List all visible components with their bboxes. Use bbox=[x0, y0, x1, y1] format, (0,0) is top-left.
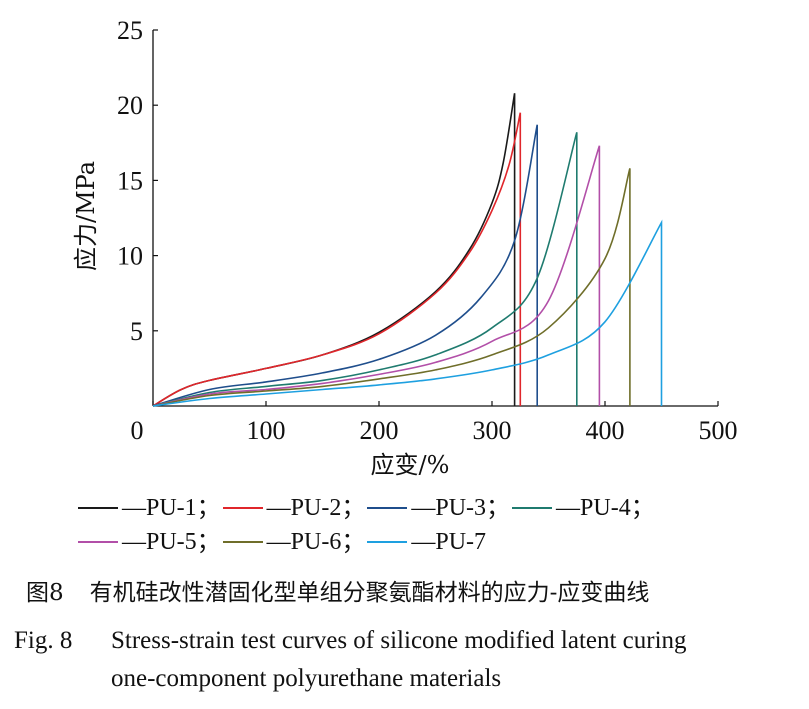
chart-series bbox=[152, 93, 663, 407]
chart-axes bbox=[152, 29, 719, 407]
legend-item-pu-3: —PU-3； bbox=[367, 491, 510, 525]
caption-en-figure-number: Fig. 8 bbox=[14, 627, 73, 654]
y-tick-label: 10 bbox=[117, 242, 143, 271]
chart-legend: —PU-1； —PU-2； —PU-3； —PU-4； —PU-5； —PU-6； —PU… bbox=[78, 491, 778, 559]
x-tick-label: 400 bbox=[586, 416, 625, 445]
legend-row-2: —PU-5； —PU-6； —PU-7 bbox=[78, 525, 778, 559]
caption-en-line2: one-component polyurethane materials bbox=[111, 665, 502, 692]
series-line-pu-1 bbox=[152, 93, 516, 407]
legend-label: —PU-7 bbox=[411, 529, 487, 555]
tick-labels: 0 100 200 300 400 500 5 10 15 20 25 bbox=[117, 16, 738, 445]
legend-label: —PU-2； bbox=[266, 495, 366, 521]
caption-cn-figure-number: 图8 bbox=[26, 580, 64, 606]
caption-english: Fig. 8 Stress-strain test curves of silic… bbox=[14, 622, 804, 698]
caption-chinese: 图8 有机硅改性潜固化型单组分聚氨酯材料的应力-应变曲线 bbox=[26, 573, 806, 607]
series-line-pu-4 bbox=[152, 132, 578, 407]
legend-swatch bbox=[78, 541, 118, 544]
legend-swatch bbox=[222, 541, 263, 544]
series-line-pu-5 bbox=[152, 145, 601, 407]
legend-item-pu-6: —PU-6； bbox=[222, 525, 366, 559]
legend-swatch bbox=[367, 507, 408, 510]
x-tick-label: 0 bbox=[131, 416, 144, 445]
legend-item-pu-5: —PU-5； bbox=[78, 525, 221, 559]
caption-cn-text: 有机硅改性潜固化型单组分聚氨酯材料的应力-应变曲线 bbox=[89, 580, 650, 606]
y-tick-label: 20 bbox=[117, 91, 143, 120]
legend-item-pu-7: —PU-7 bbox=[367, 525, 486, 559]
y-tick-label: 5 bbox=[130, 317, 143, 346]
legend-label: —PU-6； bbox=[266, 529, 366, 555]
legend-label: —PU-3； bbox=[411, 495, 511, 521]
x-tick-label: 100 bbox=[247, 416, 286, 445]
legend-label: —PU-1； bbox=[122, 495, 221, 521]
x-tick-label: 200 bbox=[360, 416, 399, 445]
legend-label: —PU-4； bbox=[556, 495, 655, 521]
y-tick-label: 25 bbox=[117, 16, 143, 45]
x-tick-label: 500 bbox=[699, 416, 738, 445]
x-axis-title: 应变/% bbox=[371, 451, 450, 479]
legend-swatch bbox=[512, 507, 553, 510]
x-tick-label: 300 bbox=[473, 416, 512, 445]
legend-label: —PU-5； bbox=[122, 529, 221, 555]
legend-row-1: —PU-1； —PU-2； —PU-3； —PU-4； bbox=[78, 491, 778, 525]
stress-strain-chart: 0 100 200 300 400 500 5 10 15 20 25 应变/% 应力/MPa bbox=[72, 16, 738, 479]
legend-swatch bbox=[78, 507, 118, 510]
legend-item-pu-4: —PU-4； bbox=[512, 491, 655, 525]
legend-item-pu-2: —PU-2； bbox=[222, 491, 366, 525]
y-axis-title: 应力/MPa bbox=[72, 161, 100, 271]
legend-swatch bbox=[222, 507, 263, 510]
series-line-pu-2 bbox=[152, 112, 522, 407]
series-line-pu-7 bbox=[152, 219, 663, 407]
legend-item-pu-1: —PU-1； bbox=[78, 491, 221, 525]
caption-en-line1: Stress-strain test curves of silicone mo… bbox=[111, 627, 687, 654]
legend-swatch bbox=[367, 541, 408, 544]
y-tick-label: 15 bbox=[117, 166, 143, 195]
series-line-pu-6 bbox=[152, 168, 631, 407]
series-line-pu-3 bbox=[152, 124, 538, 407]
